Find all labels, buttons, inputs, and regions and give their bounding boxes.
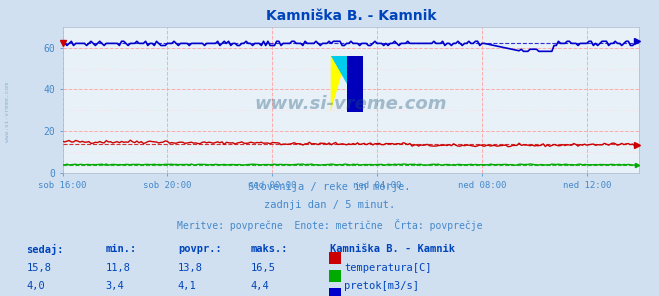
Text: Meritve: povprečne  Enote: metrične  Črta: povprečje: Meritve: povprečne Enote: metrične Črta:…: [177, 219, 482, 231]
Text: zadnji dan / 5 minut.: zadnji dan / 5 minut.: [264, 200, 395, 210]
Text: www.si-vreme.com: www.si-vreme.com: [254, 95, 447, 113]
Polygon shape: [347, 56, 363, 112]
Text: 16,5: 16,5: [250, 263, 275, 273]
Text: Kamniška B. - Kamnik: Kamniška B. - Kamnik: [330, 244, 455, 254]
Text: 3,4: 3,4: [105, 281, 124, 291]
Text: www.si-vreme.com: www.si-vreme.com: [5, 83, 11, 142]
Title: Kamniška B. - Kamnik: Kamniška B. - Kamnik: [266, 9, 436, 23]
Text: 4,1: 4,1: [178, 281, 196, 291]
Polygon shape: [331, 56, 347, 112]
Text: 15,8: 15,8: [26, 263, 51, 273]
Text: 11,8: 11,8: [105, 263, 130, 273]
Text: 4,0: 4,0: [26, 281, 45, 291]
Text: pretok[m3/s]: pretok[m3/s]: [344, 281, 419, 291]
Text: sedaj:: sedaj:: [26, 244, 64, 255]
Text: min.:: min.:: [105, 244, 136, 254]
Text: povpr.:: povpr.:: [178, 244, 221, 254]
Text: temperatura[C]: temperatura[C]: [344, 263, 432, 273]
Polygon shape: [331, 56, 347, 84]
Text: Slovenija / reke in morje.: Slovenija / reke in morje.: [248, 182, 411, 192]
Text: maks.:: maks.:: [250, 244, 288, 254]
Text: 13,8: 13,8: [178, 263, 203, 273]
Text: 4,4: 4,4: [250, 281, 269, 291]
